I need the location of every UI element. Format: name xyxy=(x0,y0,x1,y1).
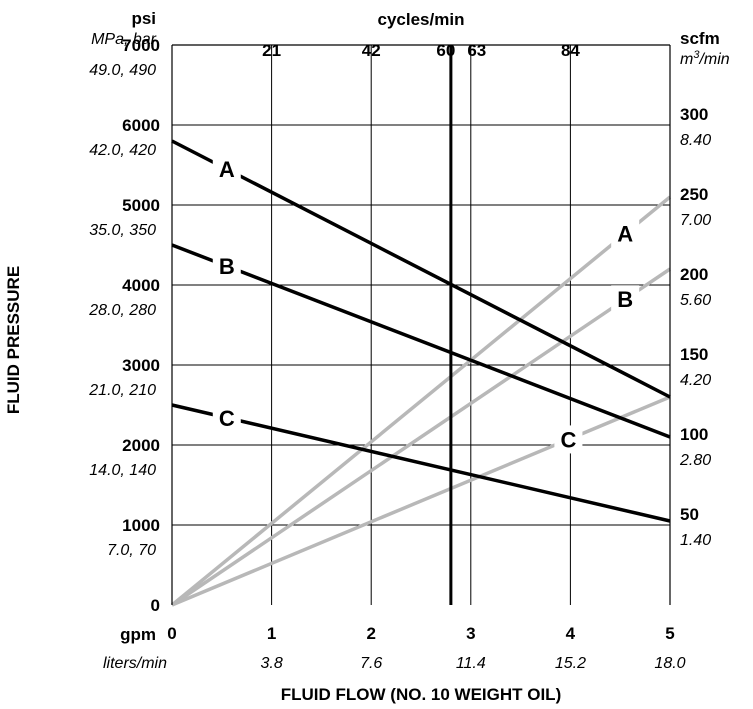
x-tick-label-secondary: 11.4 xyxy=(456,655,486,672)
x-tick-label: 1 xyxy=(267,624,276,643)
right-tick-label: 100 xyxy=(680,425,708,444)
y-tick-label: 2000 xyxy=(122,436,160,455)
x-tick-label: 2 xyxy=(366,624,375,643)
right-tick-label-secondary: 1.40 xyxy=(680,532,711,549)
y-axis-title: FLUID PRESSURE xyxy=(4,266,23,414)
grid-lines xyxy=(172,45,670,605)
x-unit-primary: gpm xyxy=(120,625,156,644)
air-curve-label-b: B xyxy=(617,287,633,312)
pressure-curve-c xyxy=(171,403,671,523)
air-curve-c xyxy=(171,395,671,607)
right-unit-secondary: m3/min xyxy=(680,49,730,68)
right-unit-secondary-sup: 3 xyxy=(693,49,700,61)
air-curve-label-bg xyxy=(611,285,640,314)
right-tick-label-secondary: 8.40 xyxy=(680,132,711,149)
y-tick-label-secondary: 49.0, 490 xyxy=(89,62,156,79)
right-tick-label: 150 xyxy=(680,345,708,364)
top-tick-label: 42 xyxy=(362,41,381,60)
y-tick-label: 4000 xyxy=(122,276,160,295)
top-tick-label: 63 xyxy=(467,41,486,60)
x-tick-label-secondary: 18.0 xyxy=(654,655,685,672)
air-curve-label-bg xyxy=(554,425,583,454)
right-tick-label: 50 xyxy=(680,505,699,524)
air-curve-label-bg xyxy=(611,219,640,248)
x-unit-secondary: liters/min xyxy=(103,655,167,672)
y-tick-label-secondary: 21.0, 210 xyxy=(88,382,156,399)
pressure-curve-label-bg xyxy=(212,403,241,432)
y-tick-label: 0 xyxy=(151,596,160,615)
air-consumption-curves xyxy=(170,195,672,607)
air-curve-label-c: C xyxy=(560,427,576,452)
x-tick-label: 0 xyxy=(167,624,176,643)
air-curve-a xyxy=(170,195,672,607)
curve-labels: A B C A B C xyxy=(212,155,640,454)
top-tick-label: 84 xyxy=(561,41,580,60)
right-tick-label-secondary: 2.80 xyxy=(679,452,711,469)
right-unit-secondary-base: m xyxy=(680,51,693,68)
right-unit-primary: scfm xyxy=(680,29,720,48)
y-tick-label-secondary: 42.0, 420 xyxy=(89,142,156,159)
x-tick-label-secondary: 7.6 xyxy=(360,655,382,672)
top-axis-title: cycles/min xyxy=(378,10,465,29)
y-tick-label: 7000 xyxy=(122,36,160,55)
pressure-curve-label-b: B xyxy=(219,254,235,279)
y-tick-label: 1000 xyxy=(122,516,160,535)
air-curve-b xyxy=(171,267,671,607)
x-tick-label-secondary: 15.2 xyxy=(555,655,586,672)
y-unit-primary: psi xyxy=(131,9,156,28)
y-tick-label: 5000 xyxy=(122,196,160,215)
y-tick-label-secondary: 14.0, 140 xyxy=(89,462,156,479)
pressure-curve-a xyxy=(171,139,671,399)
right-tick-label: 200 xyxy=(680,265,708,284)
right-unit-secondary-rest: /min xyxy=(698,51,729,68)
y-tick-label-secondary: 28.0, 280 xyxy=(88,302,156,319)
pressure-curve-label-a: A xyxy=(219,157,235,182)
y-tick-label-secondary: 7.0, 70 xyxy=(107,542,156,559)
axes xyxy=(171,44,671,605)
pressure-curve-label-bg xyxy=(212,155,241,184)
x-tick-label-secondary: 3.8 xyxy=(260,655,282,672)
x-tick-label: 4 xyxy=(566,624,576,643)
right-tick-label: 300 xyxy=(680,105,708,124)
top-tick-label: 21 xyxy=(262,41,281,60)
y-unit-secondary: MPa, bar xyxy=(91,31,157,48)
fluid-pressure-curves xyxy=(171,139,671,523)
y-tick-label: 6000 xyxy=(122,116,160,135)
right-tick-label-secondary: 4.20 xyxy=(680,372,711,389)
right-tick-label-secondary: 7.00 xyxy=(680,212,711,229)
right-tick-label-secondary: 5.60 xyxy=(680,292,711,309)
top-tick-label: 60 xyxy=(436,41,455,60)
y-tick-label: 3000 xyxy=(122,356,160,375)
pressure-curve-label-c: C xyxy=(219,406,235,431)
pressure-curve-b xyxy=(171,243,671,439)
y-tick-label-secondary: 35.0, 350 xyxy=(89,222,156,239)
x-tick-label: 3 xyxy=(466,624,475,643)
right-tick-label: 250 xyxy=(680,185,708,204)
pressure-curve-label-bg xyxy=(212,252,241,281)
x-axis-title: FLUID FLOW (NO. 10 WEIGHT OIL) xyxy=(281,685,561,704)
air-curve-label-a: A xyxy=(617,222,633,247)
x-tick-label: 5 xyxy=(665,624,674,643)
